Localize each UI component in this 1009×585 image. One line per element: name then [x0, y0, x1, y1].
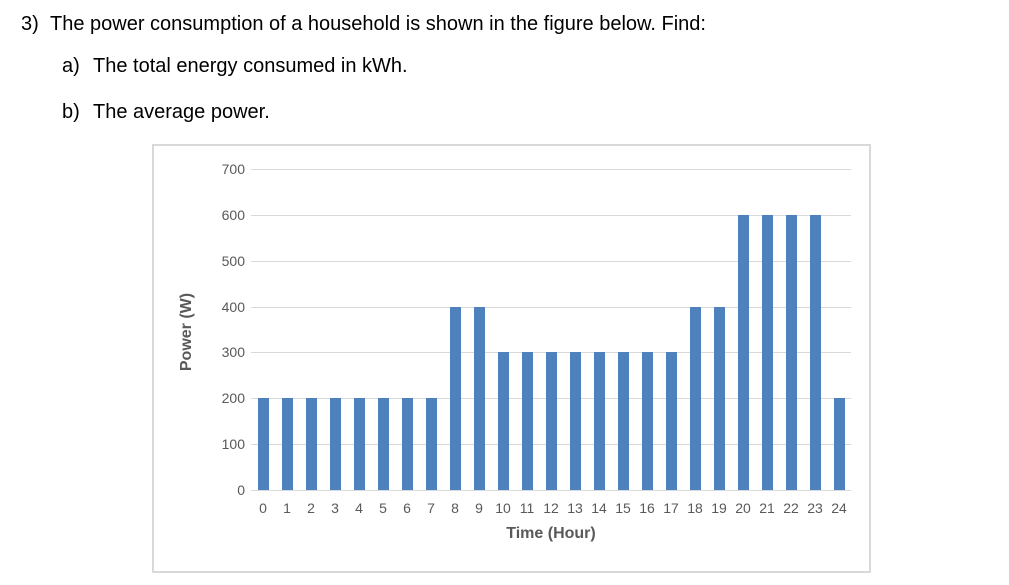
x-tick-label: 13 [567, 500, 583, 516]
bar-hour-16 [641, 352, 653, 490]
question-text: The power consumption of a household is … [50, 13, 706, 35]
bar-hour-4 [353, 398, 365, 490]
gridline-700 [251, 169, 851, 170]
gridline-400 [251, 307, 851, 308]
bar-hour-3 [329, 398, 341, 490]
bar-hour-6 [401, 398, 413, 490]
x-tick-label: 22 [783, 500, 799, 516]
bar-hour-24 [833, 398, 845, 490]
part-a-text: The total energy consumed in kWh. [93, 55, 408, 77]
x-tick-label: 24 [831, 500, 847, 516]
y-tick-label: 400 [221, 299, 245, 315]
bar-hour-10 [497, 352, 509, 490]
bar-hour-20 [737, 215, 749, 490]
bar-hour-0 [257, 398, 269, 490]
part-b-label: b) [62, 101, 80, 123]
x-tick-label: 16 [639, 500, 655, 516]
x-tick-label: 19 [711, 500, 727, 516]
question-part-b: b) The average power. [62, 101, 270, 124]
y-tick-label: 100 [221, 436, 245, 452]
bar-hour-21 [761, 215, 773, 490]
bar-hour-22 [785, 215, 797, 490]
x-tick-label: 7 [427, 500, 435, 516]
x-tick-label: 8 [451, 500, 459, 516]
gridline-500 [251, 261, 851, 262]
bar-hour-11 [521, 352, 533, 490]
x-tick-label: 12 [543, 500, 559, 516]
x-tick-label: 9 [475, 500, 483, 516]
x-tick-label: 17 [663, 500, 679, 516]
plot-area [251, 169, 851, 491]
x-axis-title: Time (Hour) [506, 525, 596, 542]
x-tick-label: 1 [283, 500, 291, 516]
bar-hour-15 [617, 352, 629, 490]
x-tick-label: 18 [687, 500, 703, 516]
bar-hour-17 [665, 352, 677, 490]
bar-hour-9 [473, 307, 485, 490]
x-tick-label: 3 [331, 500, 339, 516]
x-tick-label: 21 [759, 500, 775, 516]
bar-hour-18 [689, 307, 701, 490]
bar-hour-5 [377, 398, 389, 490]
bar-hour-1 [281, 398, 293, 490]
x-tick-label: 20 [735, 500, 751, 516]
x-tick-label: 10 [495, 500, 511, 516]
bar-hour-13 [569, 352, 581, 490]
x-tick-label: 15 [615, 500, 631, 516]
x-tick-label: 0 [259, 500, 267, 516]
bar-hour-7 [425, 398, 437, 490]
question-number: 3) [21, 13, 39, 35]
y-tick-label: 200 [221, 390, 245, 406]
x-tick-label: 23 [807, 500, 823, 516]
question-part-a: a) The total energy consumed in kWh. [62, 55, 408, 78]
bar-hour-23 [809, 215, 821, 490]
bar-hour-2 [305, 398, 317, 490]
x-tick-label: 2 [307, 500, 315, 516]
x-tick-label: 6 [403, 500, 411, 516]
bar-hour-8 [449, 307, 461, 490]
y-axis-labels: 0 100 200 300 400 500 600 700 [190, 161, 245, 498]
y-tick-label: 500 [221, 253, 245, 269]
part-b-text: The average power. [93, 101, 270, 123]
y-tick-label: 300 [221, 344, 245, 360]
bar-hour-12 [545, 352, 557, 490]
x-tick-label: 4 [355, 500, 363, 516]
gridline-600 [251, 215, 851, 216]
bar-hour-14 [593, 352, 605, 490]
x-tick-label: 11 [519, 500, 535, 516]
y-tick-label: 700 [221, 161, 245, 177]
x-tick-label: 14 [591, 500, 607, 516]
x-tick-label: 5 [379, 500, 387, 516]
x-axis-labels: 0 1 2 3 4 5 6 7 8 9 10 11 12 13 14 15 16 17 18 19 20 21 22 23 24 [251, 499, 851, 517]
y-tick-label: 600 [221, 207, 245, 223]
bar-hour-19 [713, 307, 725, 490]
question-line: 3) The power consumption of a household i… [21, 13, 706, 36]
part-a-label: a) [62, 55, 80, 77]
y-tick-label: 0 [237, 482, 245, 498]
